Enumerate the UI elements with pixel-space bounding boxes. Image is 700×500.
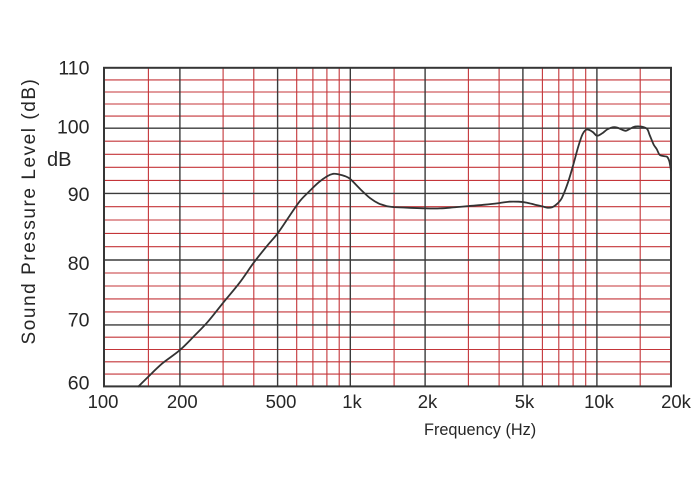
svg-text:80: 80: [68, 253, 90, 275]
svg-text:100: 100: [88, 391, 119, 412]
svg-text:dB: dB: [47, 149, 71, 171]
svg-text:100: 100: [57, 117, 90, 139]
svg-text:90: 90: [68, 184, 90, 206]
svg-text:1k: 1k: [342, 391, 362, 412]
svg-text:10k: 10k: [584, 391, 615, 412]
svg-text:Sound Pressure Level (dB): Sound Pressure Level (dB): [19, 78, 40, 345]
svg-text:70: 70: [68, 310, 90, 332]
svg-text:Frequency (Hz): Frequency (Hz): [424, 421, 536, 439]
svg-text:60: 60: [68, 372, 90, 394]
svg-text:500: 500: [266, 391, 297, 412]
svg-text:200: 200: [167, 391, 198, 412]
svg-text:2k: 2k: [418, 391, 438, 412]
svg-text:20k: 20k: [661, 391, 692, 412]
svg-text:5k: 5k: [515, 391, 535, 412]
svg-text:110: 110: [58, 58, 89, 80]
